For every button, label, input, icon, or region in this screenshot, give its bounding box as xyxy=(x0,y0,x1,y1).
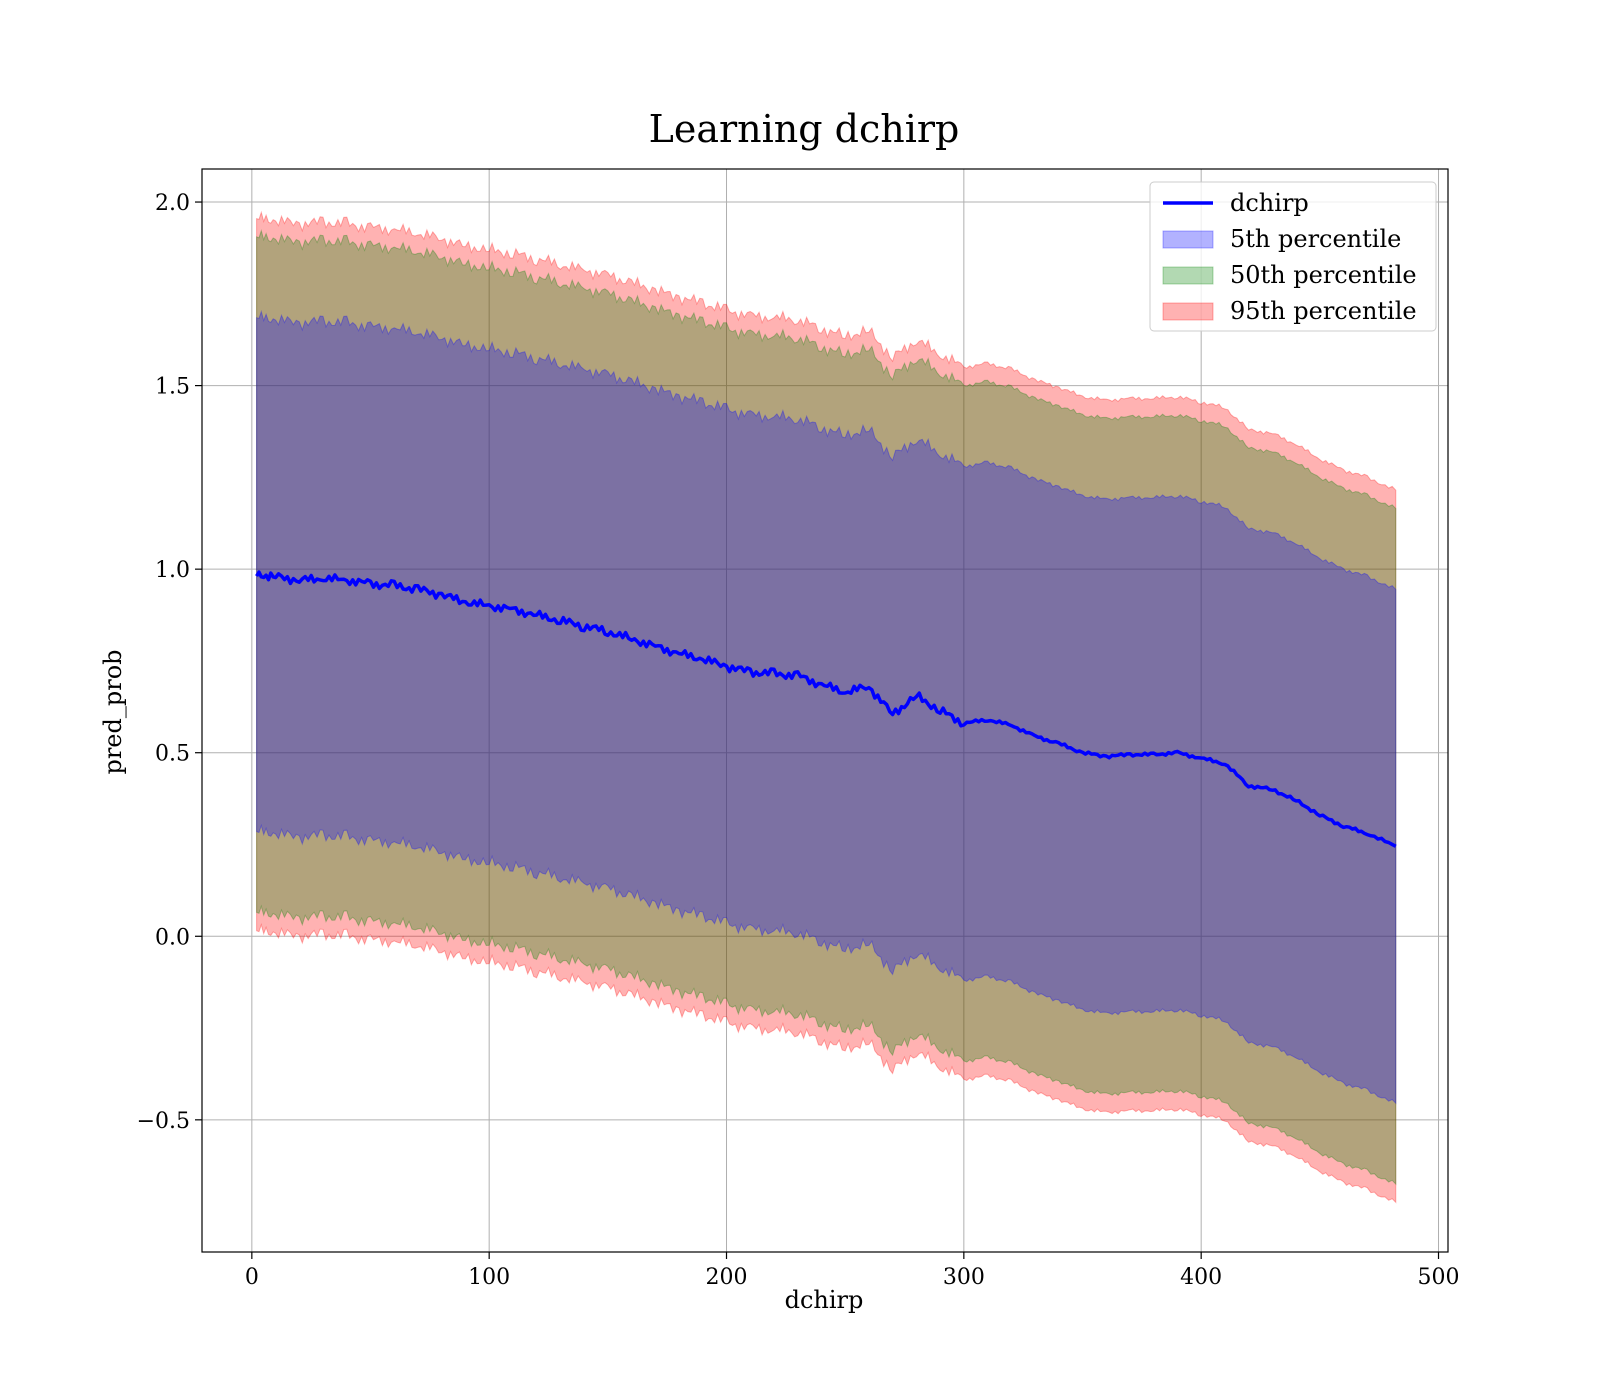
legend-frame xyxy=(1149,181,1437,332)
x-tick-label: 400 xyxy=(1180,1265,1222,1290)
legend-label: 95th percentile xyxy=(1230,297,1417,325)
band-5th-percentile xyxy=(256,309,1397,1105)
series-line-dchirp xyxy=(255,570,1397,848)
y-tick-label: −0.5 xyxy=(137,1109,190,1134)
plot-background xyxy=(202,169,1448,1252)
percentile-bands xyxy=(256,210,1397,1204)
x-axis-label: dchirp xyxy=(785,1286,864,1314)
y-tick-label: 0.0 xyxy=(155,925,190,950)
band-95th-percentile xyxy=(256,210,1397,1204)
chart-title: Learning dchirp xyxy=(649,107,960,151)
y-axis-label: pred_prob xyxy=(99,649,127,774)
legend-label: dchirp xyxy=(1230,189,1309,217)
series-lines xyxy=(255,570,1397,848)
legend-label: 50th percentile xyxy=(1230,261,1417,289)
y-axis-ticks: −0.5 0.0 0.5 1.0 1.5 2.0 xyxy=(137,191,202,1134)
x-tick-label: 0 xyxy=(245,1265,259,1290)
y-tick-label: 1.0 xyxy=(155,558,190,583)
y-tick-label: 1.5 xyxy=(155,375,190,400)
x-tick-label: 200 xyxy=(706,1265,748,1290)
legend-swatch-patch xyxy=(1162,302,1214,321)
plot-area xyxy=(201,168,1449,1253)
legend-items: dchirp 5th percentile 50th percentile 95th … xyxy=(1162,189,1417,325)
x-tick-label: 500 xyxy=(1418,1265,1460,1290)
band-50th-percentile xyxy=(256,229,1397,1186)
x-axis-ticks: 0 100 200 300 400 500 xyxy=(245,1252,1460,1290)
legend-swatch-patch xyxy=(1162,230,1214,249)
legend-swatch-patch xyxy=(1162,266,1214,285)
legend: dchirp 5th percentile 50th percentile 95th … xyxy=(1149,181,1437,332)
grid-lines xyxy=(202,169,1448,1252)
plot-frame xyxy=(201,168,1449,1253)
x-tick-label: 300 xyxy=(943,1265,985,1290)
y-tick-label: 0.5 xyxy=(155,742,190,767)
x-tick-label: 100 xyxy=(468,1265,510,1290)
y-tick-label: 2.0 xyxy=(155,191,190,216)
legend-label: 5th percentile xyxy=(1230,225,1401,253)
